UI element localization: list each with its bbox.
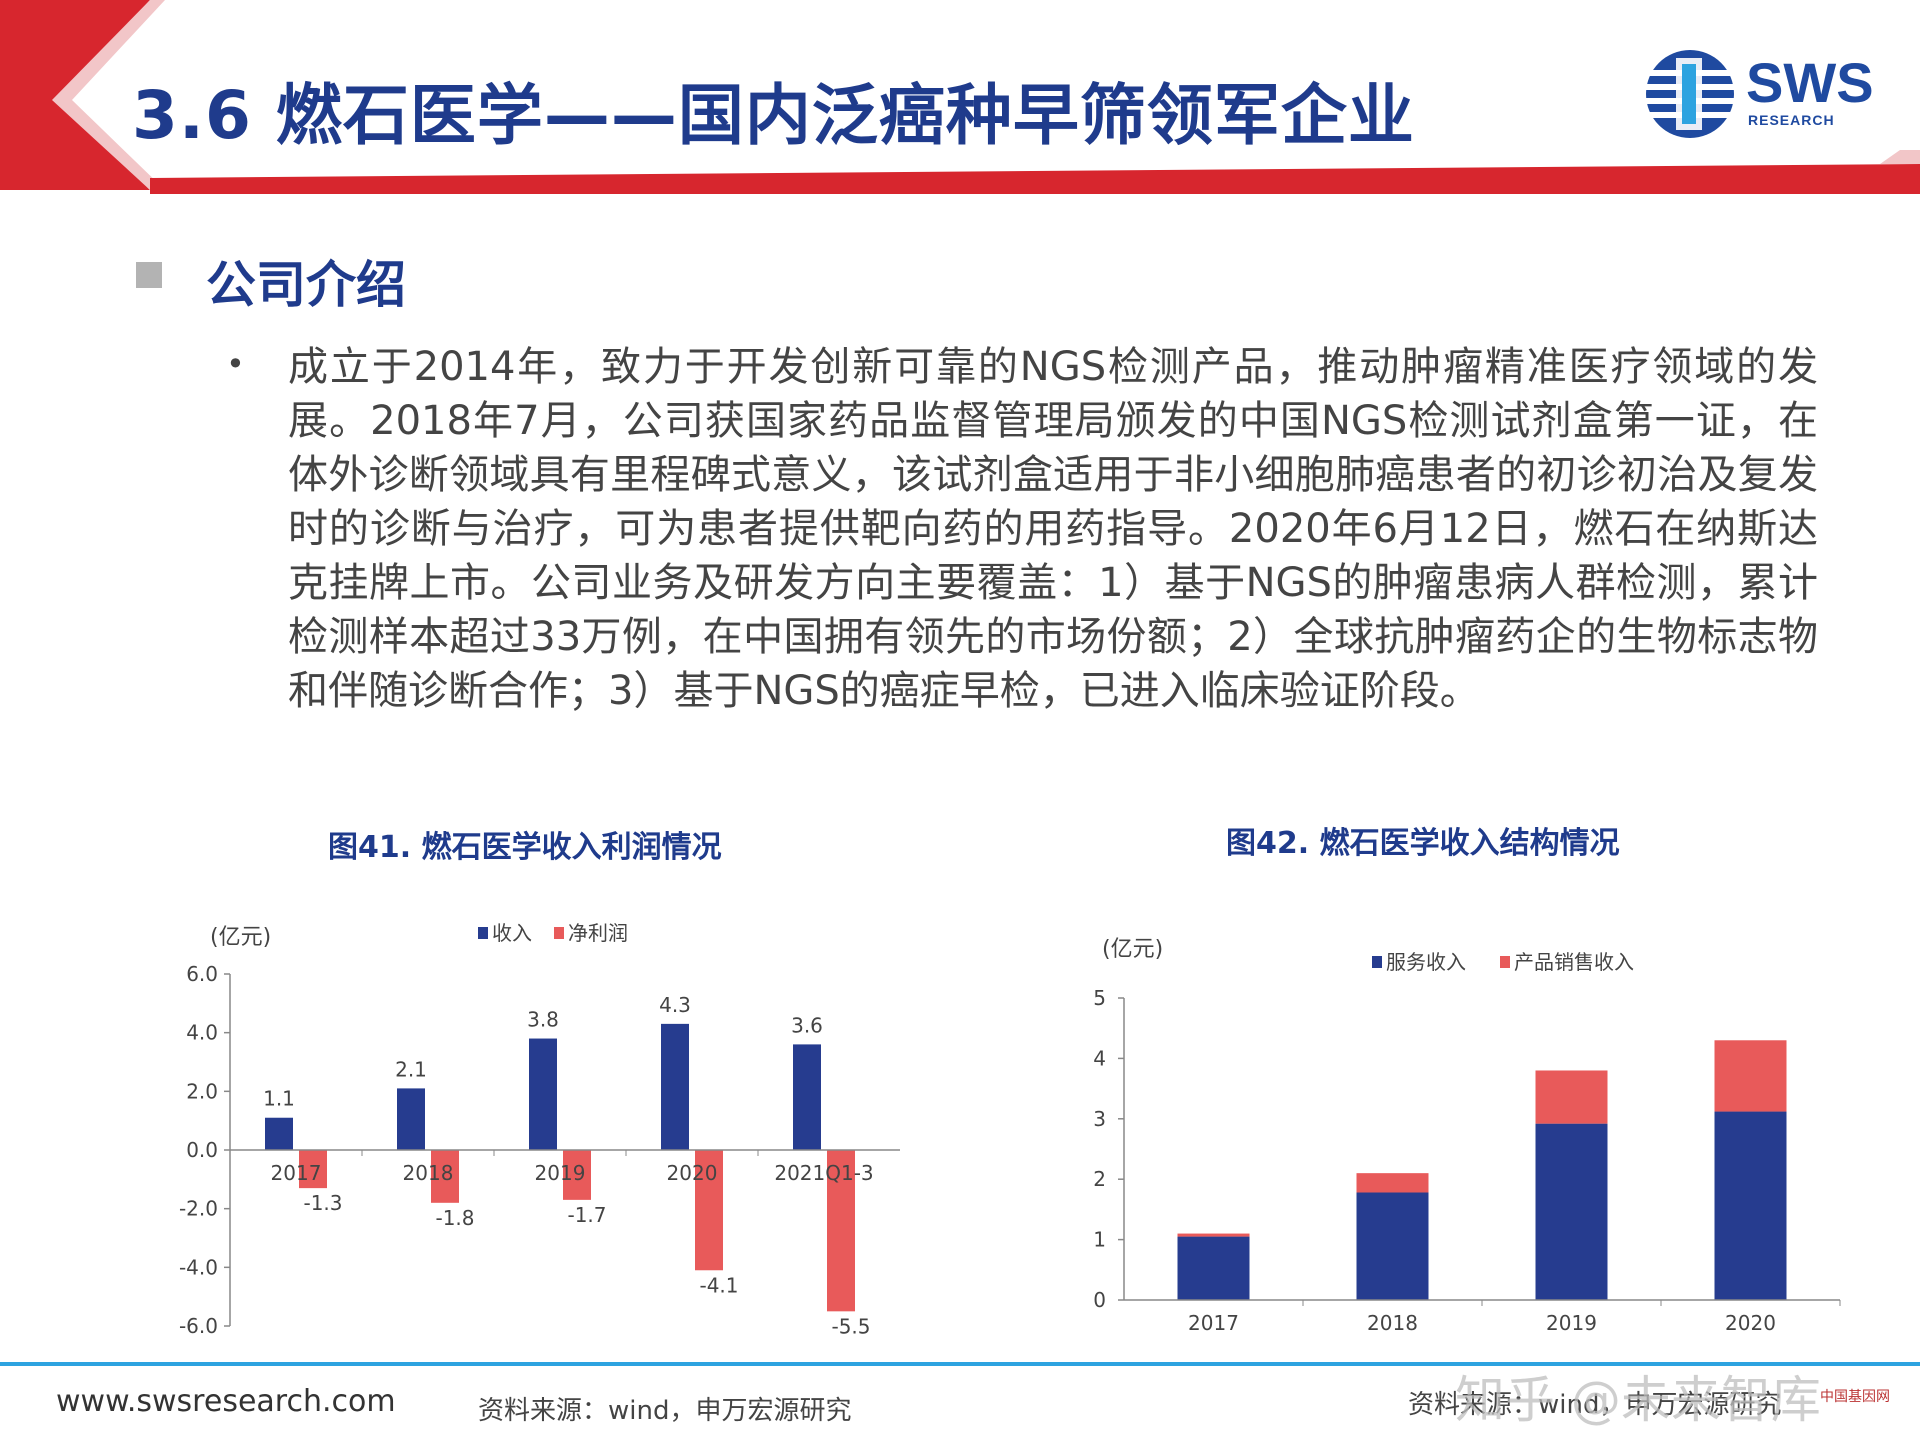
y-tick-label: 0.0 — [186, 1138, 218, 1162]
figure-41-title: 图41. 燃石医学收入利润情况 — [328, 830, 722, 865]
header-left-red-chevron — [0, 0, 150, 190]
bar-product-revenue — [1714, 1040, 1787, 1112]
x-tick-label: 2020 — [1725, 1311, 1776, 1335]
x-tick-label: 2019 — [535, 1161, 586, 1185]
data-label-revenue: 4.3 — [659, 993, 691, 1017]
corner-mark: 中国基因网 — [1820, 1389, 1890, 1405]
y-tick-label: 0 — [1093, 1288, 1106, 1312]
watermark: 知乎 @未来智库 — [1455, 1371, 1821, 1429]
x-tick-label: 2021Q1-3 — [774, 1161, 873, 1185]
x-tick-label: 2018 — [403, 1161, 454, 1185]
bar-service-revenue — [1714, 1111, 1787, 1300]
y-tick-label: -2.0 — [179, 1197, 218, 1221]
bar-revenue — [793, 1044, 821, 1150]
header-chevron-highlight — [52, 0, 165, 190]
data-label-revenue: 3.8 — [527, 1008, 559, 1032]
y-tick-label: 2 — [1093, 1167, 1106, 1191]
bar-net-profit — [695, 1150, 723, 1271]
bar-net-profit — [299, 1150, 327, 1189]
y-tick-label: 1 — [1093, 1228, 1106, 1252]
section-title: 公司介绍 — [206, 256, 406, 314]
x-tick-label: 2020 — [667, 1161, 718, 1185]
y-tick-label: 5 — [1093, 986, 1106, 1010]
y-tick-label: -6.0 — [179, 1314, 218, 1338]
legend-swatch-0 — [1372, 956, 1382, 968]
y-tick-label: 6.0 — [186, 962, 218, 986]
bar-net-profit — [431, 1150, 459, 1203]
legend-label-0: 收入 — [492, 921, 532, 945]
legend-swatch-1 — [1500, 956, 1510, 968]
data-label-revenue: 3.6 — [791, 1013, 823, 1037]
bar-revenue — [529, 1038, 557, 1150]
section-square-icon — [136, 262, 162, 288]
x-tick-label: 2017 — [1188, 1311, 1239, 1335]
legend-swatch-0 — [478, 927, 488, 939]
header-decoration — [0, 0, 1920, 194]
figure-42-title: 图42. 燃石医学收入结构情况 — [1226, 826, 1620, 861]
bar-product-revenue — [1356, 1173, 1429, 1193]
bar-revenue — [661, 1023, 689, 1150]
y-tick-label: 3 — [1093, 1107, 1106, 1131]
figure-41-source: 资料来源：wind，申万宏源研究 — [478, 1396, 852, 1426]
logo-text: SWS — [1746, 51, 1874, 114]
company-intro-text: 成立于2014年，致力于开发创新可靠的NGS检测产品，推动肿瘤精准医疗领域的发展… — [288, 344, 1818, 714]
chart-revenue-profit: (亿元) 收入 净利润 6.0 4.0 2.0 0.0 -2.0 -4.0 -6.0 1.1 -1.3… — [179, 921, 900, 1338]
bar-service-revenue — [1535, 1123, 1608, 1300]
y-tick-label: 2.0 — [186, 1079, 218, 1103]
legend-label-1: 产品销售收入 — [1514, 950, 1634, 974]
bar-service-revenue — [1356, 1192, 1429, 1300]
data-label-net-profit: -1.3 — [303, 1191, 342, 1215]
legend-label-0: 服务收入 — [1386, 950, 1466, 974]
logo-subtext: RESEARCH — [1748, 112, 1835, 128]
bar-product-revenue — [1535, 1070, 1608, 1124]
legend-label-1: 净利润 — [568, 921, 628, 945]
x-tick-label: 2019 — [1546, 1311, 1597, 1335]
y-axis-unit: (亿元) — [1102, 937, 1163, 962]
header-red-band — [150, 164, 1920, 194]
data-label-net-profit: -1.8 — [435, 1206, 474, 1230]
data-label-revenue: 2.1 — [395, 1057, 427, 1081]
x-tick-label: 2018 — [1367, 1311, 1418, 1335]
footer-url[interactable]: www.swsresearch.com — [56, 1384, 396, 1419]
figure-42-source: 资料来源：wind，申万宏源研究 — [1408, 1390, 1782, 1420]
y-tick-label: 4 — [1093, 1046, 1106, 1070]
chart-revenue-structure: (亿元) 服务收入 产品销售收入 5 4 3 2 1 0 2017 2018 2019 2020 — [1093, 937, 1841, 1335]
bar-net-profit — [563, 1150, 591, 1200]
data-label-net-profit: -1.7 — [567, 1203, 606, 1227]
data-label-revenue: 1.1 — [263, 1087, 295, 1111]
sws-globe-icon — [1646, 50, 1734, 138]
bar-product-revenue — [1177, 1233, 1250, 1237]
y-tick-label: -4.0 — [179, 1255, 218, 1279]
sws-logo: SWS RESEARCH — [1640, 44, 1880, 144]
y-tick-label: 4.0 — [186, 1021, 218, 1045]
bar-revenue — [265, 1117, 293, 1150]
data-label-net-profit: -4.1 — [699, 1273, 738, 1297]
footer-divider — [0, 1362, 1920, 1366]
bullet-icon: • — [226, 345, 245, 383]
legend-swatch-1 — [554, 927, 564, 939]
header-band-highlight — [1880, 150, 1920, 164]
data-label-net-profit: -5.5 — [831, 1314, 870, 1338]
x-tick-label: 2017 — [271, 1161, 322, 1185]
bar-revenue — [397, 1088, 425, 1150]
y-axis-unit: (亿元) — [210, 925, 271, 950]
bar-service-revenue — [1177, 1236, 1250, 1300]
page-title: 3.6 燃石医学——国内泛癌种早筛领军企业 — [132, 77, 1415, 154]
bar-net-profit — [827, 1150, 855, 1312]
